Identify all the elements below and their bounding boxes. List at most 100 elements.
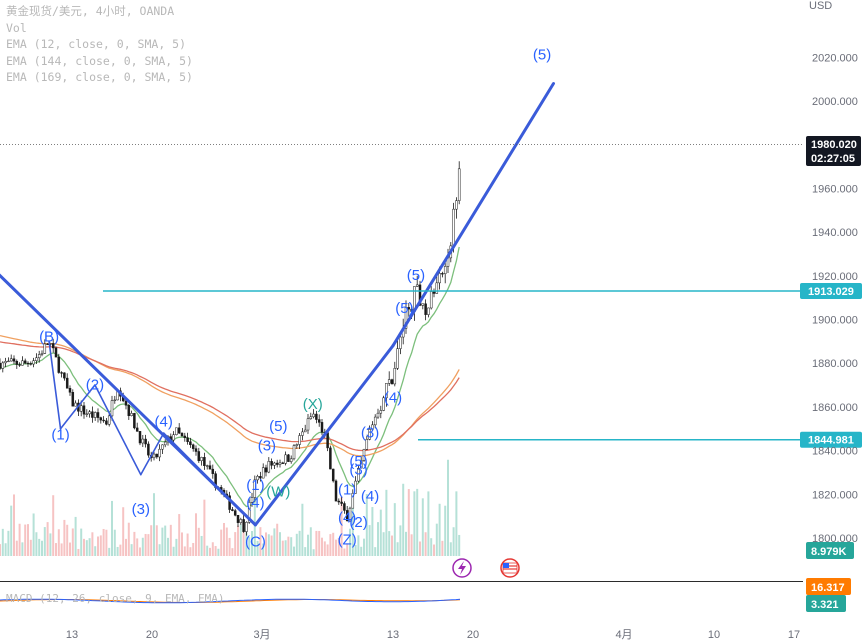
legend-vol[interactable]: Vol bbox=[6, 20, 27, 35]
trend-line-7[interactable] bbox=[162, 432, 257, 526]
legend-ema-144[interactable]: EMA (144, close, 0, SMA, 5) bbox=[6, 53, 193, 68]
candle-body bbox=[158, 448, 161, 458]
volume-bar bbox=[435, 523, 438, 556]
volume-bar bbox=[234, 532, 237, 556]
x-tick-label: 17 bbox=[788, 629, 800, 641]
macd-tag-2: 3.321 bbox=[806, 595, 846, 612]
candle-body bbox=[18, 364, 21, 366]
candle-body bbox=[124, 400, 128, 406]
trend-line-0[interactable] bbox=[0, 245, 257, 527]
candle-body bbox=[40, 353, 44, 355]
volume-bar bbox=[172, 546, 175, 556]
volume-bar bbox=[309, 527, 312, 556]
candle-body bbox=[135, 427, 139, 432]
candle-body bbox=[390, 379, 394, 385]
candle-body bbox=[312, 413, 315, 418]
volume-bar bbox=[251, 531, 253, 556]
wave-label: (3) bbox=[258, 438, 276, 455]
volume-bar bbox=[307, 534, 309, 556]
volume-bar bbox=[1, 528, 4, 556]
x-tick-label: 20 bbox=[146, 629, 158, 641]
candle-body bbox=[107, 415, 111, 425]
volume-bar bbox=[396, 542, 399, 556]
trend-line-2[interactable] bbox=[391, 82, 555, 348]
lightning-event-icon[interactable] bbox=[452, 558, 472, 578]
legend-ema-169[interactable]: EMA (169, close, 0, SMA, 5) bbox=[6, 70, 193, 84]
trend-line-6[interactable] bbox=[139, 432, 165, 476]
wave-label: (X) bbox=[303, 396, 323, 413]
volume-bar bbox=[4, 543, 7, 556]
candle-body bbox=[91, 411, 94, 418]
candle-body bbox=[452, 208, 455, 247]
wave-label: (5) bbox=[533, 46, 551, 63]
candle-body bbox=[12, 358, 16, 362]
volume-bar bbox=[239, 524, 242, 556]
candle-body bbox=[113, 399, 117, 401]
legend-macd[interactable]: MACD (12, 26, close, 9, EMA, EMA) bbox=[6, 592, 225, 605]
volume-bar bbox=[242, 532, 245, 556]
wave-label: (5) bbox=[349, 453, 367, 470]
candle-body bbox=[289, 458, 293, 462]
ema-169-line bbox=[0, 341, 460, 452]
volume-bar bbox=[18, 523, 21, 556]
time-axis[interactable]: 13 20 3月 13 20 4月 10 17 bbox=[66, 629, 800, 641]
candle-body bbox=[32, 360, 35, 365]
horizontal-levels[interactable]: 1913.029 1844.981 bbox=[0, 144, 862, 448]
wave-label: (4) bbox=[384, 390, 402, 407]
candle-body bbox=[152, 453, 156, 459]
candle-body bbox=[96, 412, 100, 418]
trend-line-3[interactable] bbox=[48, 340, 62, 430]
candlesticks bbox=[0, 161, 461, 536]
volume-bar bbox=[410, 534, 413, 556]
candle-body bbox=[247, 502, 251, 523]
candle-body bbox=[155, 453, 159, 458]
volume-bar bbox=[108, 547, 111, 556]
volume-bar bbox=[458, 534, 461, 556]
volume-bar bbox=[7, 530, 10, 556]
volume-bar bbox=[69, 542, 71, 556]
volume-bar bbox=[368, 525, 371, 556]
volume-bar bbox=[97, 536, 99, 556]
candle-body bbox=[365, 439, 369, 450]
candle-body bbox=[457, 168, 461, 201]
volume-bar bbox=[321, 537, 323, 556]
volume-bar bbox=[209, 547, 211, 556]
candle-body bbox=[147, 443, 150, 456]
candle-body bbox=[102, 419, 105, 422]
candle-body bbox=[0, 362, 2, 369]
us-flag-event-icon[interactable] bbox=[500, 558, 520, 578]
trend-line-1[interactable] bbox=[253, 344, 395, 527]
level-tag-value: 1844.981 bbox=[808, 435, 854, 447]
x-tick-label: 13 bbox=[66, 629, 78, 641]
candle-body bbox=[163, 441, 167, 446]
volume-bar bbox=[360, 546, 363, 556]
trend-line-4[interactable] bbox=[59, 384, 96, 430]
trend-line-5[interactable] bbox=[94, 384, 142, 476]
volume-bar bbox=[293, 546, 295, 556]
level-tag-value: 1913.029 bbox=[808, 286, 854, 298]
volume-bar bbox=[74, 516, 77, 556]
macd-lines bbox=[0, 598, 461, 604]
volume-bar bbox=[155, 525, 158, 556]
wave-label: (5) bbox=[269, 418, 287, 435]
volume-bar bbox=[203, 499, 206, 556]
volume-bar bbox=[77, 548, 80, 556]
wave-label: (3) bbox=[349, 462, 367, 479]
candle-body bbox=[385, 383, 388, 399]
y-tick-label: 2020.000 bbox=[812, 52, 858, 64]
legend-ema-12[interactable]: EMA (12, close, 0, SMA, 5) bbox=[6, 37, 187, 51]
candle-body bbox=[23, 360, 27, 364]
candle-body bbox=[373, 416, 377, 426]
y-tick-label: 1940.000 bbox=[812, 227, 858, 239]
candle-body bbox=[65, 377, 69, 389]
symbol-title[interactable]: 黄金现货/美元, 4小时, OANDA bbox=[6, 4, 175, 18]
volume-bar bbox=[169, 524, 172, 556]
candle-body bbox=[345, 510, 349, 522]
candle-body bbox=[399, 336, 402, 349]
y-tick-label: 1920.000 bbox=[812, 271, 858, 283]
elliott-trend-lines[interactable] bbox=[0, 82, 555, 527]
candle-body bbox=[326, 432, 329, 449]
candle-body bbox=[421, 303, 425, 306]
volume-bar bbox=[237, 525, 239, 556]
